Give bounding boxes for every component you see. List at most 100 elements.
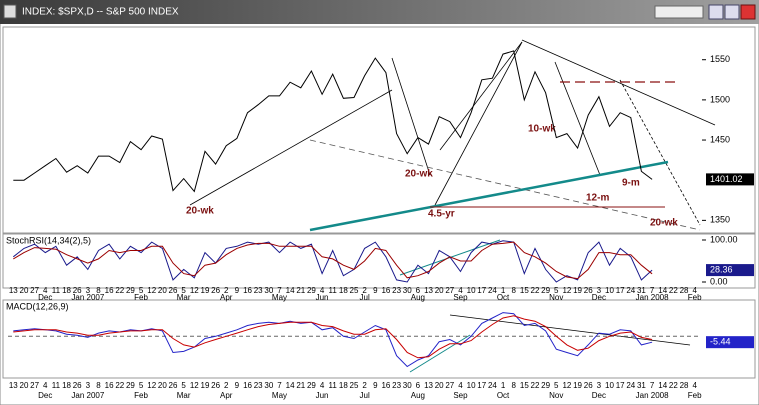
month-label: Sep <box>453 293 468 302</box>
stoch-panel <box>2 233 756 289</box>
x-tick-label: 16 <box>243 381 252 390</box>
x-tick-label: 16 <box>381 381 390 390</box>
x-tick-label: 21 <box>296 381 305 390</box>
x-tick-label: 23 <box>254 286 263 295</box>
x-tick-label: 5 <box>139 286 144 295</box>
annotation: 4.5-yr <box>428 209 455 220</box>
x-tick-label: 18 <box>62 286 71 295</box>
annotation: 20-wk <box>650 218 678 229</box>
x-tick-label: 4 <box>320 286 325 295</box>
x-tick-label: 10 <box>605 286 614 295</box>
month-label: Jun <box>316 391 329 400</box>
x-tick-label: 30 <box>264 286 273 295</box>
series-line <box>13 241 653 280</box>
y-tick-label: 1450 <box>710 134 730 144</box>
x-tick-label: 5 <box>181 381 186 390</box>
close-button[interactable] <box>740 4 756 20</box>
trend-line <box>309 160 669 232</box>
annotation: 9-m <box>622 178 640 189</box>
trend-lines <box>189 39 716 373</box>
x-tick-label: 26 <box>211 286 220 295</box>
month-label: Sep <box>453 391 468 400</box>
x-tick-label: 10 <box>467 286 476 295</box>
trend-line <box>309 139 701 231</box>
x-tick-label: 1 <box>501 286 506 295</box>
x-tick-label: 13 <box>9 286 18 295</box>
title-bar <box>0 0 759 24</box>
x-tick-label: 19 <box>573 381 582 390</box>
x-tick-label: 8 <box>96 381 101 390</box>
month-label: Dec <box>38 293 52 302</box>
x-tick-label: 9 <box>373 286 378 295</box>
x-tick-label: 3 <box>86 381 91 390</box>
annotation: 20-wk <box>186 206 214 217</box>
month-label: Aug <box>411 391 425 400</box>
trend-line <box>449 314 691 346</box>
x-tick-label: 6 <box>416 286 421 295</box>
x-tick-label: 5 <box>554 286 559 295</box>
x-tick-label: 19 <box>573 286 582 295</box>
trend-line <box>554 61 601 176</box>
trend-line <box>189 89 393 206</box>
x-tick-label: 23 <box>392 381 401 390</box>
y-tick-label: 1500 <box>710 94 730 104</box>
x-tick-label: 20 <box>20 286 29 295</box>
macd-panel <box>2 299 756 379</box>
x-tick-label: 29 <box>307 286 316 295</box>
x-tick-label: 9 <box>373 381 378 390</box>
x-tick-label: 31 <box>637 286 646 295</box>
series-line <box>13 50 653 193</box>
x-tick-label: 12 <box>147 381 156 390</box>
x-tick-label: 2 <box>224 381 229 390</box>
x-tick-label: 27 <box>30 381 39 390</box>
x-tick-label: 2 <box>362 286 367 295</box>
annotation: 12-m <box>586 193 609 204</box>
x-tick-label: 13 <box>424 381 433 390</box>
x-tick-label: 5 <box>554 381 559 390</box>
x-tick-label: 24 <box>488 381 497 390</box>
x-tick-label: 7 <box>277 286 282 295</box>
month-label: Oct <box>497 391 510 400</box>
last-value-box <box>706 264 754 277</box>
x-tick-label: 18 <box>62 381 71 390</box>
x-tick-label: 30 <box>403 286 412 295</box>
month-label: May <box>272 293 287 302</box>
x-tick-label: 26 <box>169 381 178 390</box>
panel-title: MACD(12,26,9) <box>6 301 69 311</box>
last-value-box <box>706 173 754 186</box>
x-tick-label: 8 <box>511 381 516 390</box>
x-tick-label: 22 <box>115 381 124 390</box>
x-tick-label: 20 <box>435 381 444 390</box>
x-tick-label: 10 <box>605 381 614 390</box>
trend-line <box>434 41 523 206</box>
price-panel <box>2 26 756 234</box>
month-label: Jun <box>316 293 329 302</box>
x-tick-label: 8 <box>511 286 516 295</box>
x-tick-label: 14 <box>658 381 667 390</box>
x-tick-label: 15 <box>520 286 529 295</box>
x-tick-label: 12 <box>562 286 571 295</box>
annotation: 10-wk <box>528 124 556 135</box>
series-line <box>12 240 653 283</box>
trend-line <box>439 41 523 151</box>
x-tick-label: 30 <box>264 381 273 390</box>
x-tick-label: 23 <box>254 381 263 390</box>
month-label: Apr <box>220 391 233 400</box>
x-tick-label: 26 <box>73 286 82 295</box>
x-tick-label: 20 <box>158 286 167 295</box>
x-tick-label: 12 <box>147 286 156 295</box>
x-tick-label: 4 <box>320 381 325 390</box>
maximize-button[interactable] <box>724 4 740 20</box>
x-tick-label: 29 <box>126 381 135 390</box>
minimize-button[interactable] <box>708 4 724 20</box>
month-label: Aug <box>411 293 425 302</box>
x-tick-label: 22 <box>669 381 678 390</box>
x-tick-label: 17 <box>477 381 486 390</box>
month-label: Dec <box>38 391 52 400</box>
toolbar-box[interactable] <box>654 5 704 19</box>
x-tick-label: 11 <box>52 286 61 295</box>
x-tick-label: 17 <box>477 286 486 295</box>
x-tick-label: 11 <box>329 381 338 390</box>
x-tick-label: 26 <box>211 381 220 390</box>
